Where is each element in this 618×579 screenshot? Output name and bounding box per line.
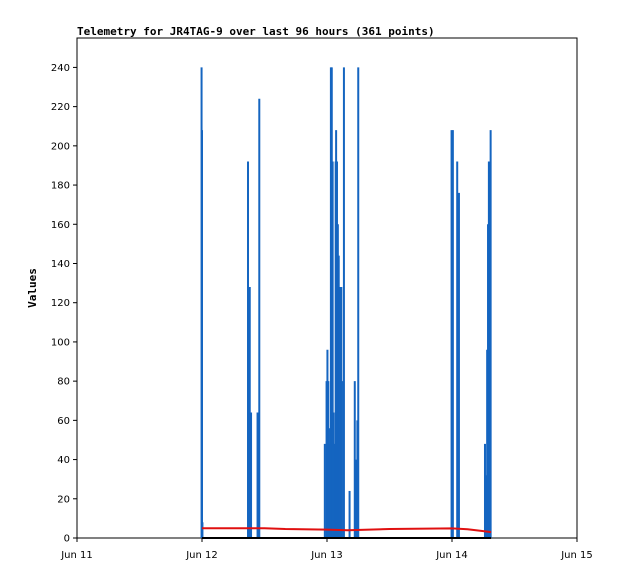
y-tick-label: 140 [51,259,70,270]
x-tick-label: Jun 14 [435,550,468,561]
y-axis-label: Values [26,268,39,308]
y-tick-label: 0 [64,534,70,545]
series-layer [200,67,492,539]
y-tick-label: 40 [57,455,70,466]
series-0-spikes [200,67,492,538]
y-tick-label: 60 [57,416,70,427]
series-1-line [202,527,492,534]
y-tick-label: 220 [51,102,70,113]
y-tick-label: 80 [57,377,70,388]
x-tick-label: Jun 12 [185,550,218,561]
y-tick-label: 100 [51,337,70,348]
y-tick-label: 20 [57,494,70,505]
y-tick-label: 180 [51,181,70,192]
x-tick-label: Jun 13 [310,550,343,561]
y-tick-label: 120 [51,298,70,309]
x-tick-label: Jun 15 [560,550,593,561]
y-tick-label: 160 [51,220,70,231]
axis-layer: 0 20 40 60 80 100 120 140 160 180 200 220 240 Jun 11 J… [51,63,593,561]
y-tick-label: 240 [51,63,70,74]
y-tick-label: 200 [51,141,70,152]
x-tick-label: Jun 11 [60,550,93,561]
chart-title: Telemetry for JR4TAG-9 over last 96 hour… [77,25,435,38]
